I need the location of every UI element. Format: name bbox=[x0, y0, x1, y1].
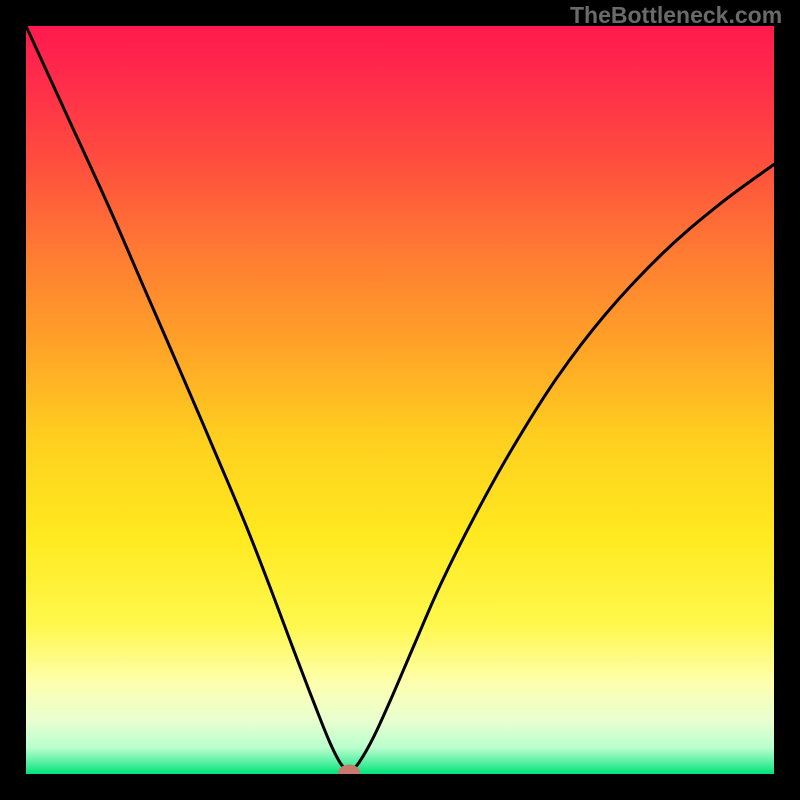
bottleneck-curve bbox=[26, 26, 774, 774]
watermark-text: TheBottleneck.com bbox=[570, 2, 782, 29]
plot-area bbox=[26, 26, 774, 774]
chart-stage: TheBottleneck.com bbox=[0, 0, 800, 800]
